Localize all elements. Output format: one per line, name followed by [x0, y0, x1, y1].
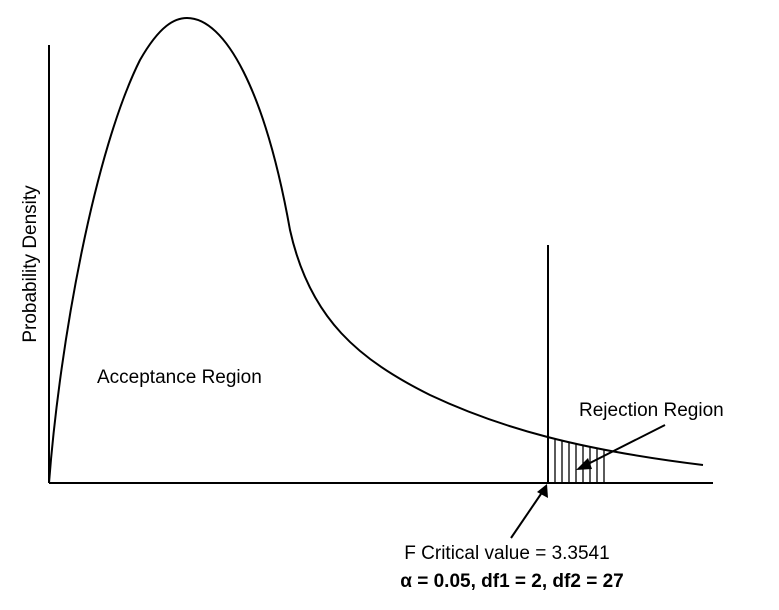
acceptance-region-label: Acceptance Region — [97, 367, 262, 388]
params-label: α = 0.05, df1 = 2, df2 = 27 — [400, 571, 623, 592]
critical-value-label: F Critical value = 3.3541 — [404, 543, 609, 564]
density-curve — [48, 16, 704, 484]
y-axis-label: Probability Density — [20, 185, 41, 343]
rejection-region-label: Rejection Region — [579, 400, 724, 421]
rejection-arrowhead — [576, 458, 592, 470]
rejection-arrow-shaft — [583, 424, 666, 467]
critical-arrow-shaft — [510, 490, 544, 539]
critical-arrowhead — [537, 484, 548, 498]
